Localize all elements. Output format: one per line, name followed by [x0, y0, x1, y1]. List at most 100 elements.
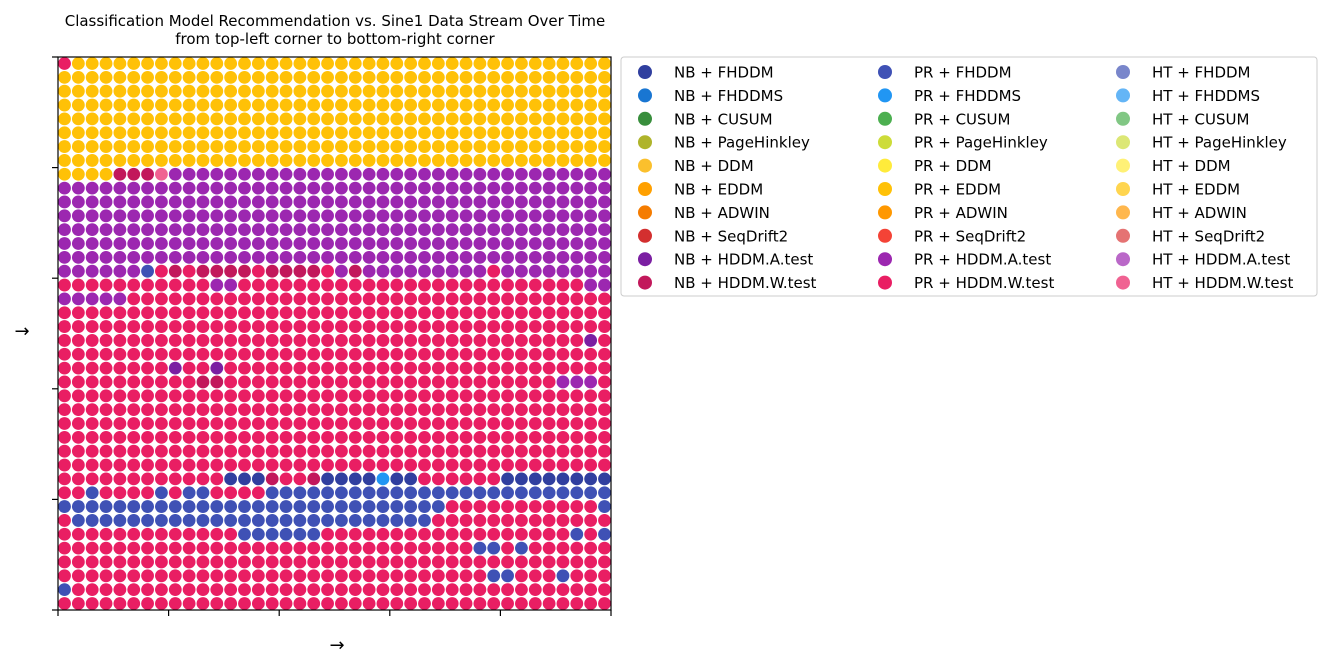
data-point	[584, 237, 598, 250]
legend-item: PR + EDDM	[878, 181, 1001, 199]
legend-label: PR + PageHinkley	[914, 134, 1048, 152]
data-point	[390, 112, 404, 126]
data-point	[459, 430, 473, 444]
data-point	[348, 486, 362, 500]
data-point	[265, 527, 279, 541]
data-point	[238, 167, 251, 181]
legend-marker	[1116, 252, 1130, 267]
data-point	[58, 597, 71, 610]
data-point	[418, 583, 431, 597]
data-point	[155, 444, 168, 458]
data-point	[570, 417, 584, 430]
data-point	[293, 84, 307, 98]
data-point	[238, 403, 251, 417]
data-point	[348, 527, 362, 541]
data-point	[445, 126, 459, 140]
data-point	[265, 181, 279, 195]
data-point	[113, 223, 127, 237]
data-point	[196, 361, 210, 375]
data-point	[224, 514, 238, 527]
data-point	[487, 389, 501, 403]
data-point	[584, 306, 598, 320]
data-point	[542, 126, 556, 140]
data-point	[113, 583, 127, 597]
data-point	[501, 417, 514, 430]
data-point	[321, 98, 334, 112]
data-point	[307, 264, 321, 278]
data-point	[321, 375, 334, 389]
data-point	[85, 154, 99, 167]
data-point	[85, 292, 99, 306]
data-point	[279, 583, 293, 597]
data-point	[404, 375, 418, 389]
data-point	[431, 417, 445, 430]
data-point	[570, 375, 584, 389]
data-point	[390, 126, 404, 140]
data-point	[556, 334, 570, 347]
data-point	[556, 250, 570, 264]
data-point	[431, 154, 445, 167]
data-point	[515, 278, 528, 292]
x-axis-label: →	[329, 635, 344, 656]
data-point	[404, 57, 418, 70]
data-point	[598, 112, 611, 126]
data-point	[279, 264, 293, 278]
data-point	[487, 320, 501, 333]
data-point	[528, 195, 542, 209]
data-point	[127, 195, 141, 209]
data-point	[168, 347, 182, 361]
data-point	[584, 486, 598, 500]
data-point	[445, 223, 459, 237]
data-point	[99, 458, 113, 472]
data-point	[307, 527, 321, 541]
data-point	[335, 444, 348, 458]
data-point	[293, 597, 307, 610]
legend-marker	[878, 135, 892, 150]
data-point	[501, 458, 514, 472]
data-point	[528, 417, 542, 430]
data-point	[127, 112, 141, 126]
data-point	[321, 347, 334, 361]
data-point	[71, 70, 85, 84]
data-point	[307, 569, 321, 583]
data-point	[210, 486, 224, 500]
data-point	[584, 500, 598, 513]
legend-marker	[878, 88, 892, 103]
data-point	[584, 583, 598, 597]
data-point	[127, 486, 141, 500]
data-point	[251, 167, 265, 181]
data-point	[196, 98, 210, 112]
data-point	[307, 389, 321, 403]
data-point	[348, 597, 362, 610]
data-point	[501, 583, 514, 597]
data-point	[556, 597, 570, 610]
legend-item: NB + ADWIN	[638, 204, 770, 222]
data-point	[570, 167, 584, 181]
data-point	[58, 486, 71, 500]
data-point	[168, 126, 182, 140]
data-point	[141, 417, 154, 430]
data-point	[307, 223, 321, 237]
data-point	[58, 389, 71, 403]
data-point	[570, 237, 584, 250]
data-point	[58, 195, 71, 209]
data-point	[307, 334, 321, 347]
data-point	[542, 472, 556, 486]
data-point	[182, 264, 196, 278]
data-point	[390, 541, 404, 555]
data-point	[418, 306, 431, 320]
data-point	[155, 527, 168, 541]
data-point	[404, 140, 418, 153]
data-point	[501, 597, 514, 610]
data-point	[182, 597, 196, 610]
data-point	[404, 347, 418, 361]
data-point	[376, 320, 390, 333]
legend-marker	[878, 65, 892, 79]
data-point	[265, 458, 279, 472]
data-point	[210, 306, 224, 320]
data-point	[584, 403, 598, 417]
data-point	[348, 555, 362, 569]
data-point	[168, 320, 182, 333]
data-point	[487, 98, 501, 112]
data-point	[570, 361, 584, 375]
